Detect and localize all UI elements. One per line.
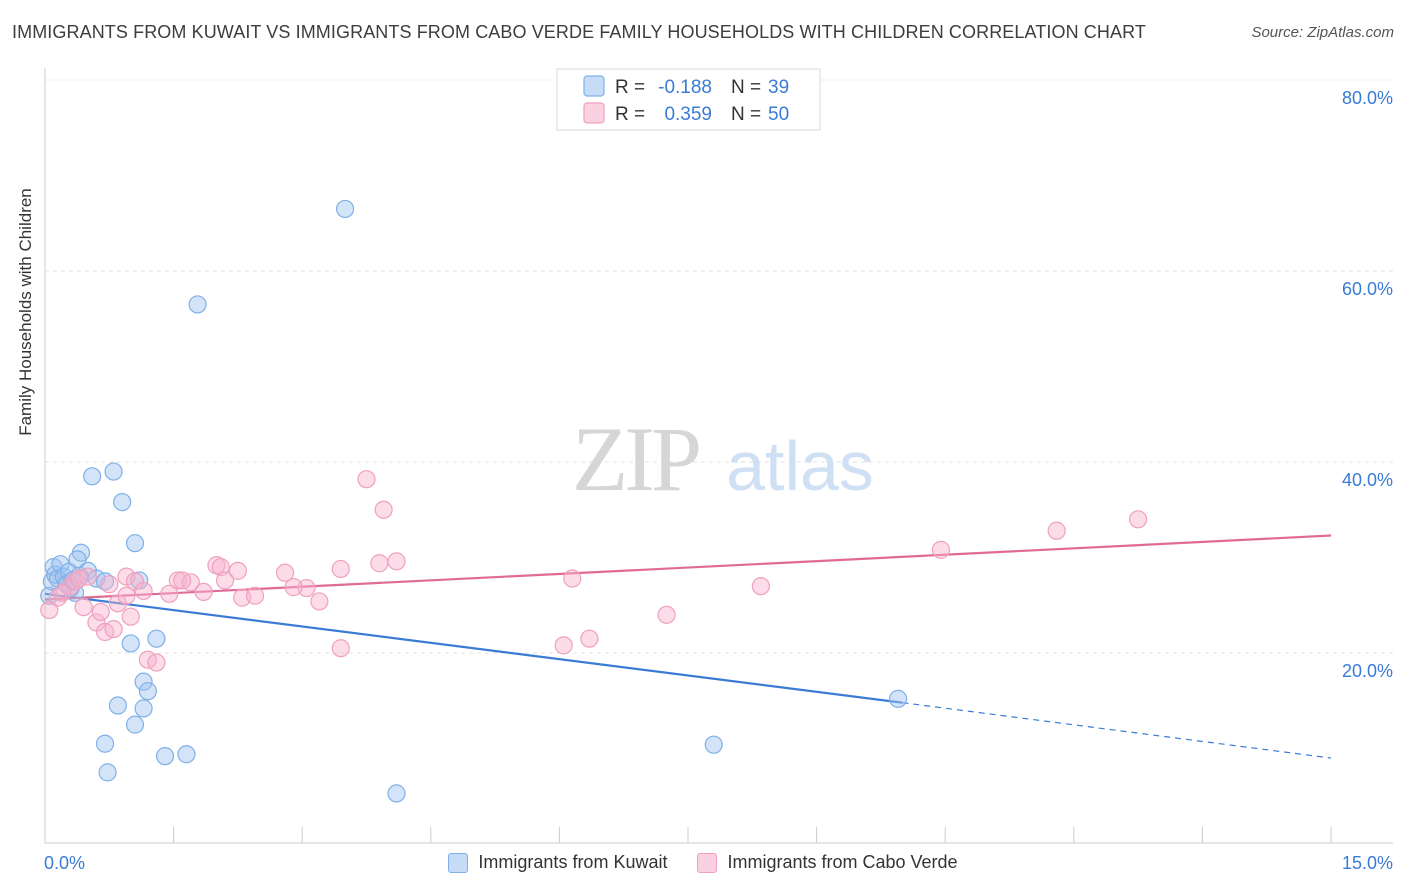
y-axis-label-wrap: Family Households with Children	[16, 167, 36, 457]
point-cabo-verde-44	[1047, 521, 1066, 540]
legend-r-value-2: 0.359	[664, 104, 712, 125]
y-tick-label-60: 60.0%	[1342, 279, 1393, 299]
legend-n-label-1: N =	[731, 77, 761, 98]
chart-title: IMMIGRANTS FROM KUWAIT VS IMMIGRANTS FRO…	[12, 22, 1146, 42]
axes	[44, 68, 1393, 844]
point-cabo-verde-35	[370, 554, 389, 573]
point-kuwait-13	[68, 550, 87, 569]
legend-n-value-1: 39	[768, 77, 789, 98]
point-cabo-verde-13	[117, 567, 136, 586]
point-cabo-verde-37	[387, 552, 406, 571]
point-kuwait-36	[704, 735, 723, 754]
point-kuwait-28	[125, 715, 145, 734]
point-cabo-verde-32	[331, 639, 350, 658]
point-kuwait-30	[98, 763, 117, 782]
legend-n-value-2: 50	[768, 104, 789, 125]
legend-swatch-kuwait	[583, 75, 605, 97]
point-cabo-verde-39	[563, 569, 582, 588]
point-cabo-verde-9	[100, 575, 119, 594]
point-cabo-verde-22	[194, 582, 213, 601]
legend-r-value-1: -0.188	[658, 77, 712, 98]
point-kuwait-26	[108, 696, 127, 715]
trend-line-kuwait-extension	[902, 702, 1332, 759]
point-cabo-verde-48	[173, 571, 192, 590]
point-cabo-verde-46	[53, 583, 72, 602]
point-cabo-verde-4	[74, 598, 93, 617]
point-kuwait-25	[138, 682, 157, 701]
watermark: ZIP atlas	[572, 408, 874, 510]
watermark-atlas: atlas	[726, 427, 874, 505]
legend-item-kuwait: Immigrants from Kuwait	[448, 852, 667, 873]
point-kuwait-35	[387, 784, 406, 803]
point-kuwait-15	[83, 467, 102, 486]
point-kuwait-29	[95, 734, 115, 753]
legend-label-kuwait: Immigrants from Kuwait	[478, 852, 668, 872]
point-cabo-verde-16	[134, 581, 153, 601]
legend-r-label-2: R =	[615, 104, 645, 125]
point-cabo-verde-41	[657, 605, 676, 624]
chart-source: Source: ZipAtlas.com	[1251, 24, 1394, 41]
legend-label-cabo-verde: Immigrants from Cabo Verde	[727, 852, 958, 872]
y-tick-label-20: 20.0%	[1342, 661, 1393, 681]
point-kuwait-19	[113, 493, 132, 512]
point-cabo-verde-25	[215, 571, 235, 590]
point-kuwait-22	[147, 629, 166, 648]
point-kuwait-20	[125, 534, 145, 553]
point-cabo-verde-45	[1128, 510, 1148, 529]
legend-n-label-2: N =	[731, 104, 761, 125]
point-cabo-verde-10	[104, 620, 123, 639]
watermark-zip: ZIP	[572, 408, 699, 510]
point-cabo-verde-30	[297, 578, 316, 598]
point-cabo-verde-14	[121, 607, 140, 626]
point-cabo-verde-42	[751, 577, 770, 596]
trend-line-kuwait	[44, 592, 903, 704]
point-cabo-verde-24	[211, 557, 230, 577]
point-cabo-verde-26	[228, 561, 247, 580]
point-cabo-verde-36	[374, 500, 393, 519]
point-kuwait-27	[134, 699, 153, 718]
legend-bottom-swatch-cabo-verde	[697, 852, 718, 873]
point-cabo-verde-18	[147, 653, 166, 672]
point-kuwait-34	[335, 199, 355, 219]
y-tick-label-40: 40.0%	[1342, 470, 1393, 490]
legend-r-label-1: R =	[615, 77, 645, 98]
y-tick-label-80: 80.0%	[1342, 88, 1393, 108]
point-cabo-verde-29	[275, 563, 295, 582]
point-cabo-verde-43	[931, 540, 951, 559]
y-axis-label: Family Households with Children	[16, 188, 35, 436]
point-kuwait-32	[177, 745, 196, 764]
point-cabo-verde-38	[554, 636, 573, 655]
x-tick-label-max: 15.0%	[1342, 853, 1393, 873]
point-kuwait-33	[188, 295, 207, 314]
point-cabo-verde-31	[310, 592, 329, 611]
point-cabo-verde-12	[117, 586, 136, 605]
legend-swatch-cabo-verde	[583, 102, 605, 124]
point-cabo-verde-33	[331, 559, 350, 579]
x-tick-label-min: 0.0%	[44, 853, 85, 873]
legend-box: R = -0.188 N = 39 R = 0.359 N = 50	[556, 68, 821, 131]
point-cabo-verde-0	[40, 600, 59, 620]
point-cabo-verde-7	[91, 602, 110, 622]
legend-item-cabo-verde: Immigrants from Cabo Verde	[697, 852, 958, 873]
tick-labels: 20.0% 40.0% 60.0% 80.0% 0.0% 15.0%	[44, 88, 1393, 873]
point-kuwait-23	[121, 634, 140, 653]
point-kuwait-18	[104, 462, 123, 481]
data-points	[40, 199, 1148, 803]
point-cabo-verde-28	[245, 586, 265, 605]
point-cabo-verde-49	[284, 578, 303, 597]
legend-bottom-swatch-kuwait	[448, 852, 469, 873]
point-cabo-verde-47	[70, 569, 89, 588]
legend-bottom: Immigrants from Kuwait Immigrants from C…	[0, 852, 1406, 873]
point-cabo-verde-34	[357, 470, 376, 489]
point-kuwait-31	[155, 747, 175, 766]
point-cabo-verde-40	[580, 629, 599, 648]
point-kuwait-24	[134, 672, 153, 691]
point-cabo-verde-19	[160, 584, 179, 603]
point-kuwait-37	[888, 689, 908, 708]
